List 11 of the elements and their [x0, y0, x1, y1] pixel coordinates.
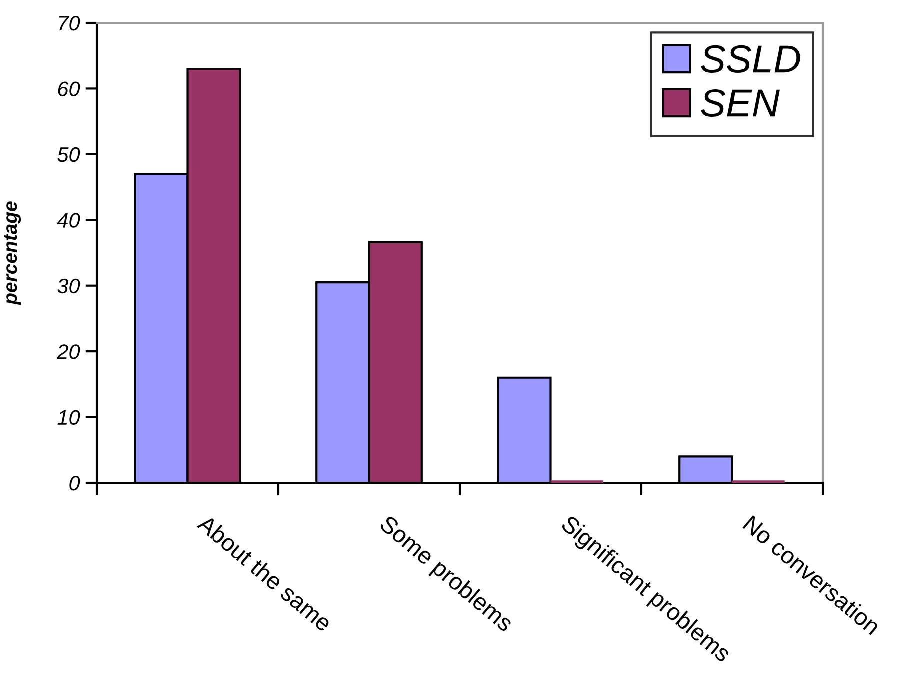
y-tick-label: 30	[58, 278, 80, 294]
y-tick-label: 70	[59, 16, 80, 31]
y-tick-label: 50	[58, 147, 80, 162]
y-tick-label: 0	[70, 476, 80, 491]
y-tick-label: 20	[57, 344, 80, 360]
y-tick-label: 10	[58, 410, 80, 426]
y-axis-title: percentage	[4, 202, 22, 306]
legend-label: SEN	[701, 89, 780, 117]
y-tick-label: 40	[57, 213, 80, 228]
legend-label: SSLD	[701, 45, 800, 73]
y-tick-label: 60	[58, 82, 80, 96]
